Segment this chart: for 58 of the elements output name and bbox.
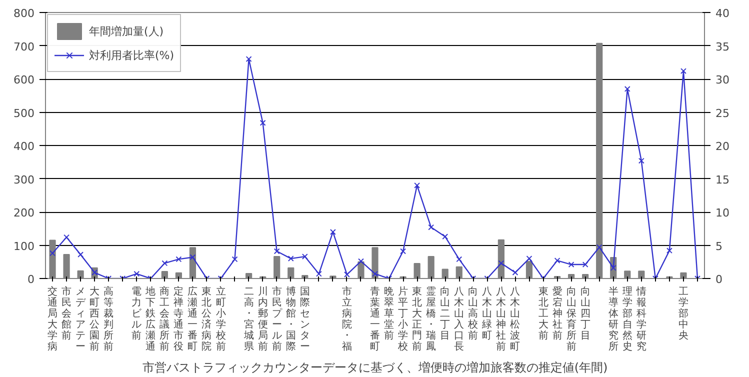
x-tick-label: 商工会議所前 xyxy=(160,286,170,352)
y-tick-label: 100 xyxy=(14,240,35,253)
y-tick-label: 800 xyxy=(14,7,35,20)
y2-tick-label: 35 xyxy=(716,40,730,54)
x-tick-label: 八木山入口長 xyxy=(454,286,464,352)
y2-tick-label: 5 xyxy=(716,240,722,253)
y2-tick-label: 40 xyxy=(716,7,730,20)
legend-label: 対利用者比率(%) xyxy=(89,48,174,62)
y2-tick-label: 15 xyxy=(716,173,730,186)
x-tick-label: 立町小学校前 xyxy=(214,286,226,352)
x-tick-label: 川内郵便局前 xyxy=(258,286,268,352)
x-tick-label: 市民プール前 xyxy=(272,286,283,352)
y2-tick-label: 10 xyxy=(716,206,730,220)
x-axis-title: 市営バストラフィックカウンターデータに基づく、増便時の増加旅客数の推定値(年間) xyxy=(142,360,608,374)
x-tick-label: 大町西公園前 xyxy=(90,286,100,352)
x-tick-label: 向山高校前 xyxy=(467,286,478,342)
y-tick-label: 400 xyxy=(14,140,35,153)
x-tick-label: 市民会館前 xyxy=(62,286,72,342)
x-tick-label: 定禅寺通市役 xyxy=(174,286,184,352)
x-tick-label: 交通局大学病 xyxy=(48,286,58,352)
x-tick-label: 高等裁判所前 xyxy=(104,286,114,352)
x-tick-label: 八木山神社前 xyxy=(496,286,506,352)
x-tick-label: 博物館・国際 xyxy=(286,286,296,352)
x-tick-label: 向山二丁目 xyxy=(440,286,450,342)
x-tick-label: メディアテー xyxy=(76,286,87,352)
x-tick-label: 半導体研究所 xyxy=(608,286,618,352)
x-tick-label: 情報科学研究 xyxy=(635,286,646,352)
x-tick-label: 国際センター xyxy=(300,286,310,352)
x-tick-label: 東北大正門前 xyxy=(412,286,422,352)
y2-tick-label: 20 xyxy=(716,140,730,153)
x-tick-label: 八木山緑町 xyxy=(481,286,492,342)
x-tick-label: 地下鉄広瀬通 xyxy=(144,286,156,352)
x-tick-label: 向山四丁目 xyxy=(580,286,590,342)
y-tick-label: 700 xyxy=(14,40,35,54)
y2-tick-label: 30 xyxy=(716,74,730,86)
x-tick-label: 二高・宮城県 xyxy=(242,286,254,352)
x-tick-label: 愛宕神社前 xyxy=(552,286,562,342)
x-tick-label: 片平丁小学校 xyxy=(397,286,408,352)
y-tick-label: 0 xyxy=(28,273,34,286)
legend-label: 年間増加量(人) xyxy=(89,24,164,38)
x-tick-label: 東北工大前 xyxy=(538,286,548,342)
x-tick-label: 理学部自然史 xyxy=(622,286,632,352)
x-tick-label: 八木山松波町 xyxy=(510,286,520,352)
x-tick-label: 広瀬通一番町 xyxy=(188,286,198,352)
x-tick-label: 霊屋橋・瑞鳳 xyxy=(426,286,436,352)
x-tick-label: 東北公済病院 xyxy=(202,286,212,352)
y-tick-label: 200 xyxy=(14,206,35,220)
x-tick-label: 市立病院・福 xyxy=(342,286,352,352)
x-tick-label: 工学部中央 xyxy=(678,286,688,342)
x-tick-label: 青葉通一番町 xyxy=(370,286,380,352)
y-tick-label: 300 xyxy=(14,173,35,186)
y-tick-label: 500 xyxy=(14,106,35,120)
y2-tick-label: 25 xyxy=(716,106,730,120)
x-tick-label: 向山保育所前 xyxy=(566,286,576,352)
x-tick-label: 晩翠草堂前 xyxy=(384,286,394,342)
y-tick-label: 600 xyxy=(14,74,35,86)
x-tick-label: 電力ビル前 xyxy=(132,286,143,342)
y2-tick-label: 0 xyxy=(716,273,722,286)
